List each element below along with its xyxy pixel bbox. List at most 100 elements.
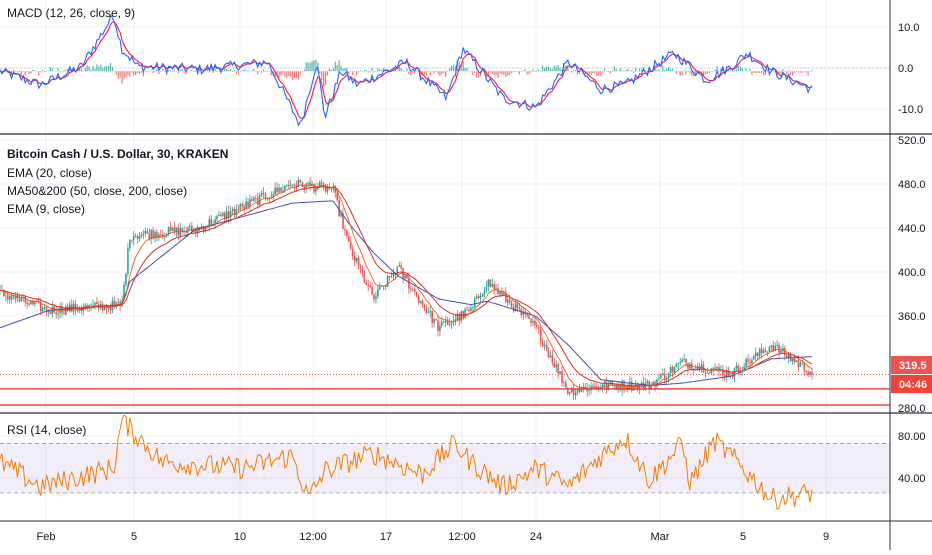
- candle-body: [421, 300, 424, 305]
- macd-histogram-bar: [435, 71, 437, 73]
- ma50-200-legend[interactable]: MA50&200 (50, close, 200, close): [7, 184, 187, 198]
- macd-histogram-bar: [627, 68, 629, 72]
- price-pane[interactable]: Bitcoin Cash / U.S. Dollar, 30, KRAKEN E…: [0, 147, 890, 406]
- macd-histogram-bar: [115, 71, 117, 75]
- macd-pane[interactable]: MACD (12, 26, close, 9): [0, 6, 890, 127]
- candle-body: [553, 362, 556, 368]
- candle-body: [245, 201, 247, 210]
- candle-body: [82, 308, 85, 311]
- macd-histogram-bar: [32, 69, 34, 72]
- candle-body: [338, 200, 340, 217]
- macd-histogram-bar: [605, 71, 608, 72]
- ma200-line: [0, 200, 813, 386]
- macd-histogram-bar: [592, 71, 594, 74]
- macd-histogram-bar: [555, 66, 557, 72]
- candle-body: [351, 248, 354, 257]
- symbol-title[interactable]: Bitcoin Cash / U.S. Dollar, 30, KRAKEN: [7, 147, 228, 161]
- candle-body: [152, 229, 154, 239]
- candle-body: [768, 347, 771, 352]
- candle-body: [607, 384, 610, 389]
- macd-histogram-bar: [472, 71, 474, 75]
- candle-body: [94, 302, 96, 305]
- candle-body: [561, 371, 563, 383]
- candle-body: [336, 192, 339, 201]
- candle-body: [140, 234, 143, 236]
- candle-body: [673, 367, 676, 373]
- macd-histogram-bar: [135, 71, 137, 75]
- candle-body: [274, 187, 276, 195]
- macd-histogram-bar: [146, 71, 148, 72]
- macd-histogram-bar: [466, 67, 468, 72]
- macd-histogram-bar: [485, 71, 488, 78]
- candle-body: [177, 227, 180, 236]
- macd-histogram-bar: [40, 71, 42, 73]
- macd-histogram-bar: [662, 65, 664, 72]
- candle-body: [760, 348, 763, 354]
- candle-body: [543, 344, 546, 347]
- candle-body: [503, 292, 505, 295]
- macd-histogram-bar: [797, 71, 800, 73]
- rsi-legend[interactable]: RSI (14, close): [7, 423, 86, 437]
- macd-histogram-bar: [749, 68, 751, 72]
- candle-body: [247, 201, 249, 207]
- candle-body: [762, 350, 765, 354]
- macd-histogram-bar: [332, 68, 334, 72]
- candle-body: [235, 209, 238, 215]
- macd-price-scale[interactable]: 10.0 0.0 -10.0: [898, 22, 923, 116]
- macd-histogram-bar: [563, 63, 565, 72]
- macd-histogram-bar: [34, 70, 36, 72]
- macd-histogram-bar: [367, 71, 369, 73]
- macd-histogram-bar: [518, 71, 520, 75]
- macd-histogram-bar: [148, 71, 150, 72]
- candle-body: [132, 236, 135, 241]
- macd-histogram-bar: [233, 70, 236, 72]
- candle-body: [55, 312, 58, 315]
- macd-histogram-bar: [57, 68, 59, 72]
- candle-body: [307, 182, 309, 184]
- candle-body: [344, 229, 346, 231]
- rsi-pane[interactable]: RSI (14, close): [0, 414, 890, 510]
- macd-histogram-bar: [268, 71, 270, 72]
- macd-histogram-bar: [12, 70, 15, 72]
- macd-histogram-bar: [714, 69, 716, 72]
- candle-body: [619, 385, 621, 391]
- macd-histogram-bar: [677, 70, 679, 72]
- macd-histogram-bar: [673, 71, 676, 72]
- macd-histogram-bar: [262, 69, 265, 72]
- candle-body: [386, 275, 389, 287]
- macd-histogram-bar: [154, 71, 156, 72]
- macd-legend[interactable]: MACD (12, 26, close, 9): [7, 6, 135, 20]
- candle-body: [255, 198, 257, 199]
- candle-body: [617, 385, 620, 390]
- candle-body: [249, 199, 251, 207]
- macd-histogram-bar: [516, 71, 519, 72]
- candle-body: [380, 285, 383, 287]
- candle-body: [187, 227, 189, 233]
- macd-histogram-bar: [26, 71, 28, 72]
- candle-body: [592, 385, 594, 387]
- macd-histogram-bar: [245, 69, 247, 72]
- macd-histogram-bar: [784, 71, 786, 72]
- price-scale[interactable]: 520.0 480.0 440.0 400.0 360.0 280.0: [898, 135, 926, 415]
- macd-histogram-bar: [42, 70, 44, 72]
- ema9-legend[interactable]: EMA (9, close): [7, 202, 85, 216]
- macd-histogram-bar: [125, 71, 127, 78]
- candle-body: [377, 289, 379, 297]
- candle-body: [154, 232, 156, 239]
- last-price-badge[interactable]: 319.5: [891, 356, 932, 374]
- time-axis[interactable]: Feb 5 10 12:00 17 12:00 24 Mar 5 9: [37, 531, 830, 543]
- rsi-band: [0, 443, 890, 493]
- candle-body: [444, 320, 447, 323]
- macd-histogram-bar: [567, 65, 569, 72]
- macd-histogram-bar: [514, 71, 517, 72]
- candle-body: [276, 187, 278, 193]
- macd-histogram-bar: [162, 69, 164, 72]
- candle-body: [448, 323, 451, 325]
- candle-body: [229, 211, 232, 218]
- candle-body: [450, 321, 453, 324]
- macd-histogram-bar: [105, 66, 108, 72]
- ema20-legend[interactable]: EMA (20, close): [7, 166, 92, 180]
- rsi-price-scale[interactable]: 80.00 40.00: [898, 431, 926, 485]
- candle-body: [718, 367, 720, 372]
